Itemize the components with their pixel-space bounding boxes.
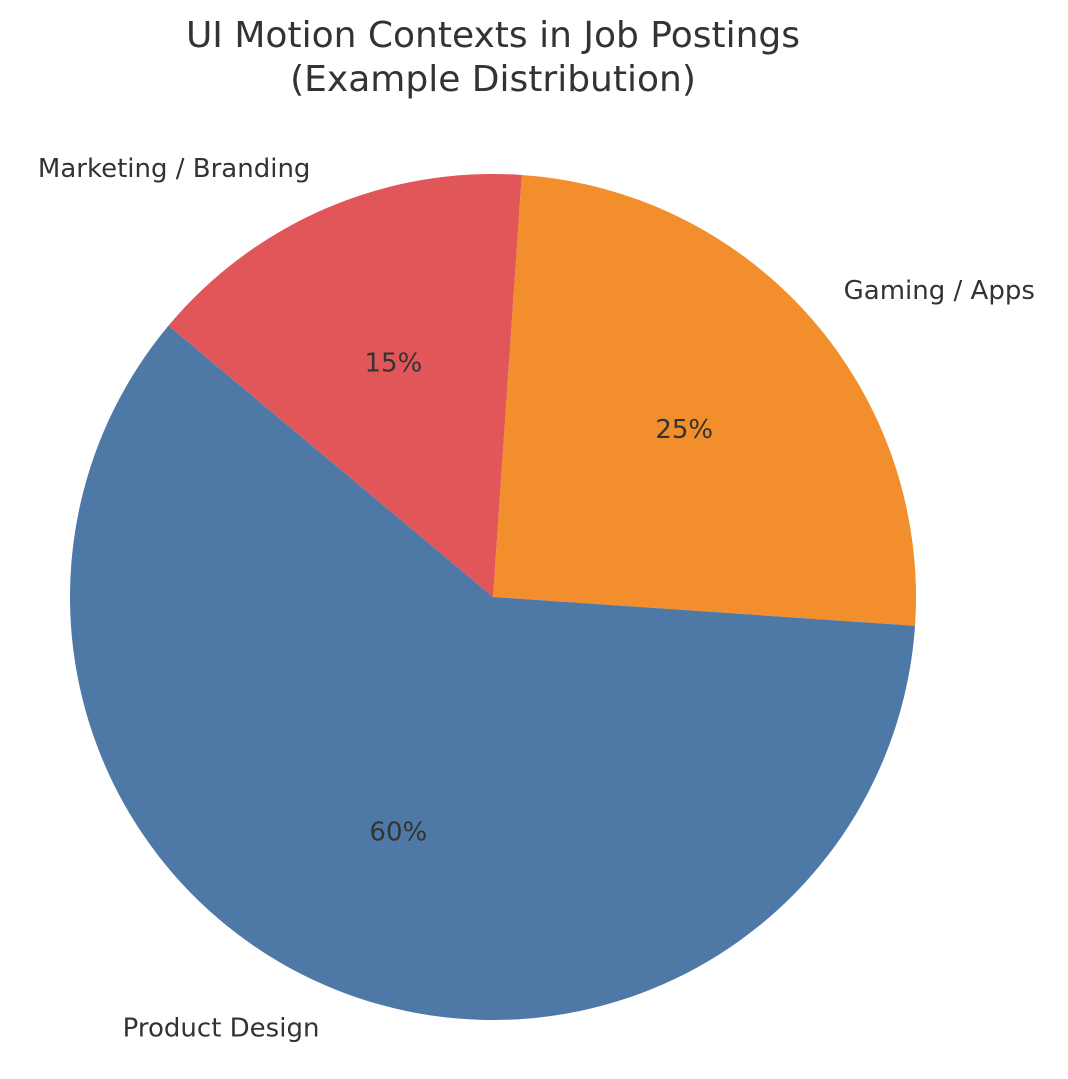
slice-percent-label: 60% (369, 817, 427, 847)
slice-category-label: Product Design (123, 1014, 320, 1044)
slice-category-label: Gaming / Apps (844, 276, 1035, 306)
pie-slices (70, 174, 916, 1021)
slice-category-label: Marketing / Branding (38, 154, 311, 184)
chart-title-line-1: UI Motion Contexts in Job Postings (185, 15, 801, 56)
pie-labels: 25% Gaming / Apps 15% Marketing / Branding 6… (38, 154, 1035, 1044)
slice-percent-label: 15% (365, 349, 423, 379)
pie-slice-marketing-branding (168, 174, 522, 597)
chart-title: UI Motion Contexts in Job Postings (Exam… (0, 14, 986, 102)
slice-percent-label: 25% (655, 415, 713, 445)
chart-title-line-2: (Example Distribution) (290, 59, 696, 100)
pie-slice-gaming-apps (493, 174, 916, 626)
pie-slice-product-design (70, 325, 916, 1021)
